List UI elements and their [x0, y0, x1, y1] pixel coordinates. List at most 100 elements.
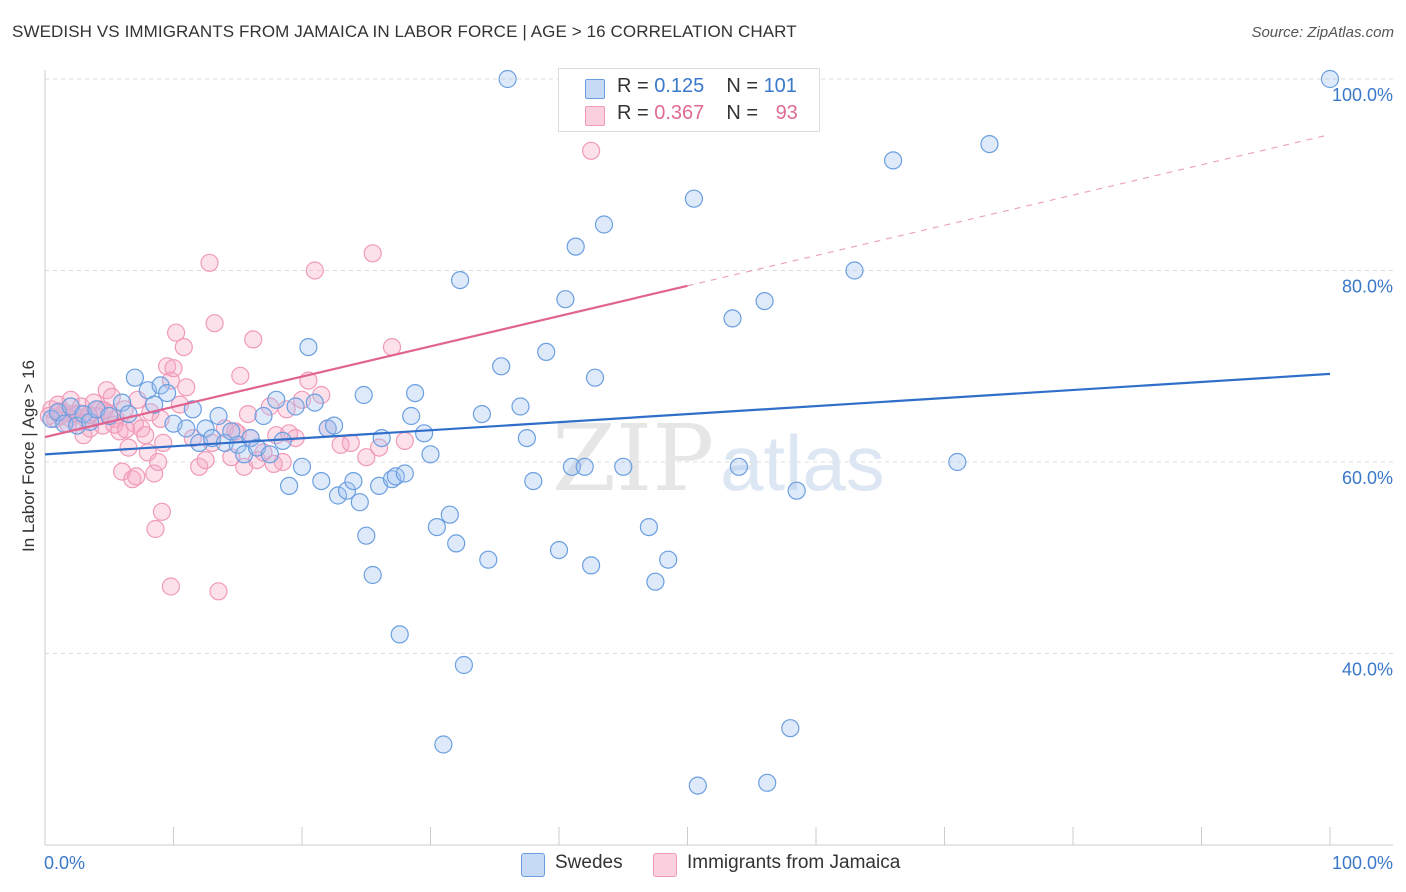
swedes-point: [344, 472, 363, 491]
jamaica-point: [305, 261, 324, 280]
jamaica-point: [116, 420, 136, 439]
axes: [44, 70, 1393, 846]
swedes-point: [479, 550, 498, 569]
trend-lines: [44, 133, 1331, 456]
swedes-point: [395, 464, 414, 483]
swedes-point: [511, 397, 530, 416]
jamaica-point: [341, 433, 360, 452]
swedes-point: [517, 429, 537, 448]
tick-labels: 40.0% 60.0% 80.0% 100.0% 0.0% 100.0%: [44, 85, 1393, 873]
legend-swatch-swedes: [521, 853, 545, 877]
legend-swatch-swedes: [585, 79, 605, 99]
legend-label-jamaica: Immigrants from Jamaica: [687, 852, 901, 873]
trend-line-swedes: [44, 372, 1331, 456]
series-swedes-points: [42, 69, 1340, 795]
jamaica-point: [209, 582, 228, 601]
jamaica-point: [264, 454, 283, 473]
jamaica-point: [231, 366, 250, 385]
swedes-point: [125, 368, 144, 387]
swedes-point: [402, 406, 421, 426]
x-tick-label-start: 0.0%: [44, 853, 85, 873]
swedes-point: [594, 215, 614, 234]
swedes-point: [305, 393, 324, 412]
jamaica-point: [136, 426, 155, 445]
swedes-point: [549, 540, 569, 560]
swedes-point: [498, 69, 517, 89]
swedes-point: [267, 390, 286, 409]
jamaica-point: [61, 390, 80, 409]
jamaica-point: [161, 577, 180, 596]
swedes-point: [472, 405, 491, 424]
jamaica-point: [200, 253, 219, 272]
y-tick-label: 60.0%: [1342, 468, 1393, 488]
grid-lines: [45, 78, 1393, 654]
swedes-point: [537, 342, 556, 361]
swedes-point: [145, 395, 164, 414]
watermark-zip: ZIP: [552, 405, 714, 512]
swedes-point: [292, 457, 312, 476]
jamaica-point: [238, 405, 258, 424]
legend-swatch-jamaica: [585, 106, 605, 126]
chart-title: SWEDISH VS IMMIGRANTS FROM JAMAICA IN LA…: [12, 22, 797, 41]
swedes-point: [434, 735, 453, 754]
swedes-point: [585, 368, 605, 387]
swedes-point: [883, 151, 903, 170]
swedes-point: [562, 457, 582, 476]
jamaica-point: [94, 401, 114, 420]
jamaica-point: [119, 438, 138, 457]
swedes-point: [299, 338, 318, 357]
jamaica-point: [152, 502, 171, 521]
jamaica-point: [312, 385, 331, 405]
swedes-point: [781, 719, 800, 738]
swedes-point: [948, 452, 967, 472]
swedes-point: [440, 505, 459, 524]
legend-r-value-swedes: 0.125: [654, 75, 705, 97]
swedes-point: [328, 486, 348, 505]
jamaica-point: [174, 338, 193, 357]
jamaica-point: [205, 314, 224, 333]
jamaica-point: [167, 323, 186, 342]
jamaica-point: [581, 141, 601, 160]
swedes-point: [845, 261, 864, 280]
jamaica-point: [190, 457, 209, 476]
jamaica-point: [39, 406, 59, 426]
swedes-point: [755, 292, 774, 311]
swedes-point: [581, 556, 601, 575]
jamaica-point: [244, 330, 263, 349]
swedes-point: [659, 550, 678, 569]
swedes-point: [427, 517, 446, 537]
swedes-point: [1320, 69, 1340, 89]
swedes-point: [280, 476, 299, 495]
swedes-point: [112, 393, 132, 412]
swedes-point: [614, 457, 633, 476]
jamaica-point: [145, 464, 164, 483]
jamaica-point: [127, 467, 146, 486]
swedes-point: [758, 773, 777, 792]
swedes-point: [575, 457, 594, 476]
x-tick-label-end: 100.0%: [1332, 853, 1393, 873]
swedes-point: [254, 406, 273, 426]
swedes-point: [688, 776, 707, 795]
jamaica-point: [395, 431, 414, 450]
swedes-point: [260, 445, 279, 464]
legend-swatch-jamaica: [653, 853, 677, 877]
swedes-point: [646, 572, 665, 591]
trend-line-jamaica: [44, 284, 688, 439]
y-tick-label: 40.0%: [1342, 660, 1393, 680]
swedes-point: [357, 526, 376, 545]
swedes-point: [354, 385, 373, 405]
legend-r-label: R =: [617, 75, 655, 97]
swedes-point: [723, 309, 742, 328]
swedes-point: [363, 565, 382, 585]
swedes-point: [196, 419, 215, 438]
swedes-point: [415, 424, 434, 443]
swedes-point: [566, 237, 585, 256]
swedes-point: [454, 655, 473, 675]
swedes-point: [447, 534, 466, 553]
swedes-point: [286, 397, 305, 416]
swedes-point: [556, 290, 575, 309]
swedes-point: [390, 625, 409, 644]
swedes-point: [492, 357, 511, 376]
swedes-point: [158, 384, 177, 403]
